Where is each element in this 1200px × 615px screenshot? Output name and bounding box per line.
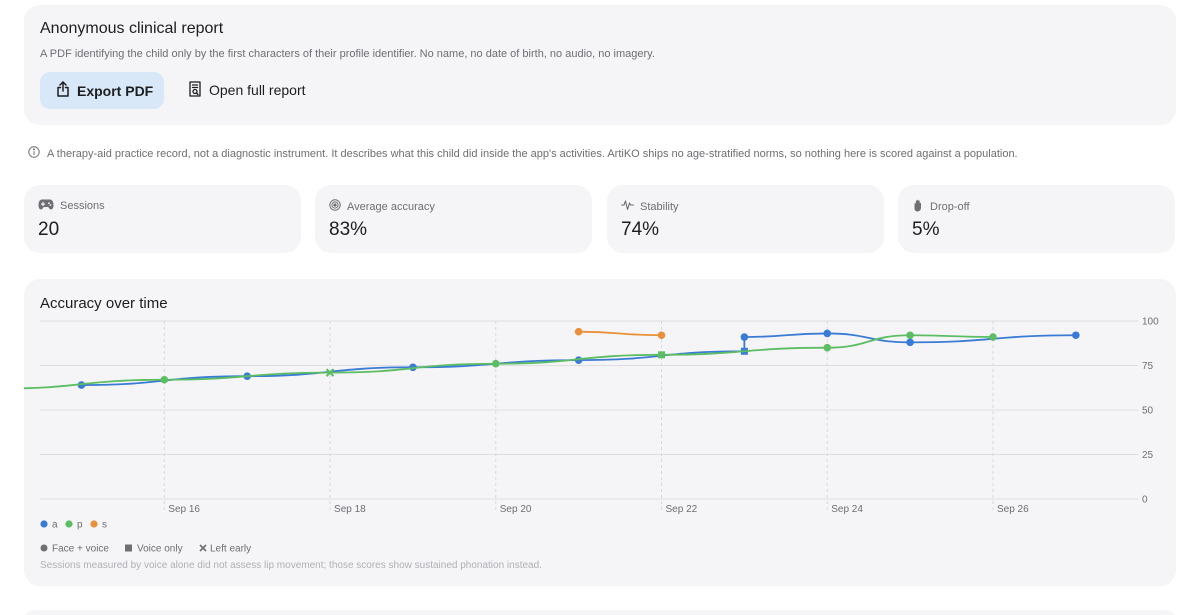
share-icon: [56, 81, 77, 100]
legend-mode-voice-only-marker: [125, 544, 132, 552]
data-point-face-voice: [823, 343, 832, 352]
legend-swatch-s: [90, 520, 98, 528]
next-card: [24, 610, 1176, 615]
stat-label: Drop-off: [930, 201, 970, 213]
disclaimer-text: A therapy-aid practice record, not a dia…: [47, 147, 1018, 160]
series-line-p: [24, 334, 993, 390]
legend-swatch-p: [65, 520, 73, 528]
legend-swatch-a: [40, 520, 48, 528]
data-point-face-voice: [491, 359, 500, 368]
chart-note: Sessions measured by voice alone did not…: [40, 560, 542, 571]
stat-card-average-accuracy: Average accuracy 83%: [315, 185, 592, 253]
waveform-icon: [620, 199, 640, 214]
legend-label-s: s: [102, 520, 107, 531]
data-point-face-voice: [740, 333, 749, 341]
x-tick-label: Sep 22: [666, 504, 698, 515]
stat-value: 20: [38, 219, 60, 240]
data-point-face-voice: [906, 331, 914, 340]
legend-mode-face-voice-marker: [40, 544, 48, 552]
data-point-voice-only: [658, 351, 666, 359]
data-point-face-voice: [989, 333, 997, 341]
y-tick-label: 75: [1142, 361, 1154, 372]
legend-mode-voice-only-label: Voice only: [137, 544, 183, 555]
y-tick-label: 50: [1142, 406, 1154, 417]
stat-label: Stability: [640, 200, 679, 213]
data-point-left-early: [325, 368, 335, 377]
open-full-report-link[interactable]: Open full report: [188, 78, 306, 102]
report-description: A PDF identifying the child only by the …: [40, 48, 655, 60]
legend-mode-left-early-label: Left early: [210, 544, 251, 555]
stat-value: 83%: [329, 219, 368, 240]
legend-label-p: p: [77, 520, 83, 531]
stat-label: Sessions: [60, 200, 105, 212]
x-tick-label: Sep 16: [168, 504, 200, 515]
data-point-face-voice: [574, 327, 583, 336]
open-full-report-label: Open full report: [209, 82, 306, 98]
x-tick-label: Sep 20: [500, 504, 532, 515]
accuracy-chart-card: Accuracy over time 100 75 50 25 0 Sep 16 Sep 1…: [24, 279, 1176, 586]
report-title: Anonymous clinical report: [40, 20, 224, 37]
stat-value: 5%: [912, 219, 940, 240]
chart-title: Accuracy over time: [40, 295, 168, 312]
info-icon: [28, 146, 47, 161]
data-point-face-voice: [657, 331, 666, 340]
data-point-face-voice: [1072, 331, 1080, 340]
data-point-face-voice: [906, 338, 914, 347]
report-card: Anonymous clinical report A PDF identify…: [24, 5, 1176, 125]
stat-value: 74%: [621, 219, 660, 240]
disclaimer: A therapy-aid practice record, not a dia…: [28, 146, 1178, 161]
hand-icon: [912, 199, 930, 215]
accuracy-chart: 100 75 50 25 0 Sep 16 Sep 18 Sep 20 Sep 22 Sep 24…: [24, 317, 1159, 571]
series-line-s: [578, 330, 662, 337]
data-point-face-voice: [823, 329, 832, 338]
target-icon: [329, 199, 347, 214]
stat-card-drop-off: Drop-off 5%: [898, 185, 1175, 253]
legend-label-a: a: [52, 520, 58, 531]
document-search-icon: [188, 80, 209, 100]
stat-card-stability: Stability 74%: [607, 185, 884, 253]
stat-label: Average accuracy: [347, 200, 435, 213]
x-tick-label: Sep 24: [831, 504, 863, 515]
stat-card-sessions: Sessions 20: [24, 185, 301, 253]
export-pdf-label: Export PDF: [77, 82, 154, 99]
legend-mode-left-early-marker: [199, 544, 207, 552]
export-pdf-button[interactable]: Export PDF: [40, 72, 164, 109]
y-tick-label: 25: [1142, 450, 1154, 461]
x-tick-label: Sep 18: [334, 504, 366, 515]
gamepad-icon: [38, 199, 60, 213]
data-point-face-voice: [160, 375, 169, 384]
x-tick-label: Sep 26: [997, 504, 1029, 515]
legend-mode-face-voice-label: Face + voice: [52, 544, 109, 555]
y-tick-label: 0: [1142, 495, 1148, 506]
y-tick-label: 100: [1142, 317, 1159, 328]
